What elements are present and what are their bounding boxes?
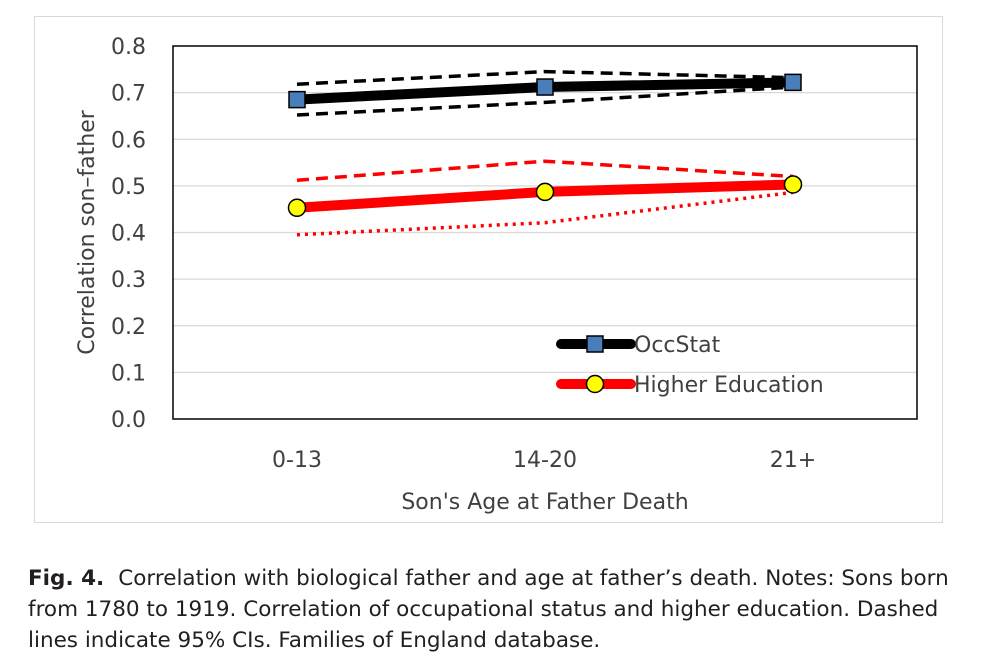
caption-label: Fig. 4. [28, 566, 105, 591]
ci-upper-line [296, 69, 794, 86]
y-tick-label: 0.0 [111, 408, 146, 433]
y-axis-title: Correlation son–father [75, 109, 100, 355]
caption-text: Correlation with biological father and a… [28, 566, 949, 653]
y-tick-label: 0.8 [111, 35, 146, 60]
x-axis-title: Son's Age at Father Death [401, 490, 688, 515]
data-point [287, 198, 307, 218]
data-point [784, 73, 802, 92]
y-tick-label: 0.6 [111, 128, 146, 153]
ci-lower-line [296, 190, 794, 237]
data-point [783, 175, 803, 194]
y-tick-label: 0.3 [111, 268, 146, 293]
x-tick-label: 0-13 [272, 448, 322, 473]
y-tick-label: 0.2 [111, 315, 146, 340]
legend-marker [585, 374, 605, 394]
legend-item: Higher Education [556, 373, 824, 398]
y-tick-label: 0.5 [111, 175, 146, 200]
ci-upper-line [296, 159, 794, 183]
figure-frame [34, 16, 943, 523]
y-tick-label: 0.7 [111, 82, 146, 107]
ci-lower-line [296, 85, 794, 117]
chart: 0.0 0.1 0.2 0.3 0.4 0.5 0.6 0.7 0.8 0-13 14-20 21+… [75, 35, 918, 515]
plot-area-border [172, 45, 918, 420]
series-layer [287, 69, 803, 237]
series-occstat [288, 69, 802, 117]
legend-item: OccStat [556, 333, 721, 358]
x-tick-label: 21+ [770, 448, 816, 473]
y-tick-label: 0.4 [111, 222, 146, 247]
data-point [535, 182, 555, 202]
data-point [288, 90, 306, 109]
y-tick-label: 0.1 [111, 361, 146, 386]
data-point [536, 78, 554, 96]
legend-label: OccStat [634, 333, 721, 358]
legend-marker [586, 335, 604, 353]
y-axis-ticks: 0.0 0.1 0.2 0.3 0.4 0.5 0.6 0.7 0.8 [111, 35, 146, 433]
x-axis-ticks: 0-13 14-20 21+ [272, 448, 816, 473]
legend: OccStat Higher Education [556, 333, 824, 398]
series-higher-education [287, 159, 803, 237]
figure-caption: Fig. 4. Correlation with biological fathe… [28, 563, 963, 656]
legend-label: Higher Education [634, 373, 824, 398]
grid-lines [173, 91, 917, 374]
x-tick-label: 14-20 [513, 448, 577, 473]
